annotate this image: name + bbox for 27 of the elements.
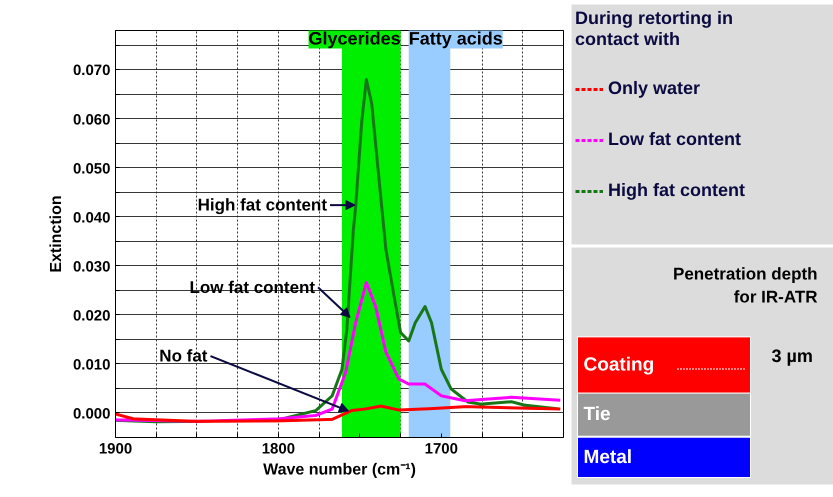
- legend-title: During retorting in contact with: [575, 8, 734, 50]
- y-tick-label: 0.060: [72, 111, 111, 128]
- text: Penetration depth for IR-ATR: [672, 264, 818, 306]
- y-tick-label: 0.050: [72, 160, 111, 178]
- line-series: [116, 404, 562, 423]
- legend-label: High fat content: [608, 180, 745, 201]
- y-tick-label: 0.020: [72, 307, 111, 324]
- text: Metal: [584, 446, 632, 468]
- y-tick-label: 0.030: [72, 258, 111, 276]
- annotation: No fat: [159, 346, 208, 366]
- legend-label: Low fat content: [608, 129, 741, 150]
- band-label: Glycerides: [308, 28, 401, 48]
- x-tick-label: 1700: [424, 440, 458, 458]
- x-tick-label: 1800: [262, 440, 296, 458]
- band-label: Fatty acids: [408, 28, 503, 48]
- annotation: High fat content: [198, 196, 328, 215]
- x-axis-title: Wave number (cm⁻¹): [263, 462, 416, 478]
- x-tick-label: 1900: [98, 440, 132, 458]
- y-tick-label: 0.000: [72, 405, 111, 422]
- text: Coating: [584, 354, 654, 376]
- y-tick-label: 0.070: [72, 62, 111, 80]
- text: Tie: [584, 404, 611, 426]
- legend-label: Only water: [608, 78, 700, 99]
- y-tick-label: 0.010: [72, 356, 111, 374]
- y-axis-title: Extinction: [48, 195, 65, 273]
- text: 3 µm: [772, 346, 813, 366]
- y-tick-label: 0.040: [72, 209, 111, 226]
